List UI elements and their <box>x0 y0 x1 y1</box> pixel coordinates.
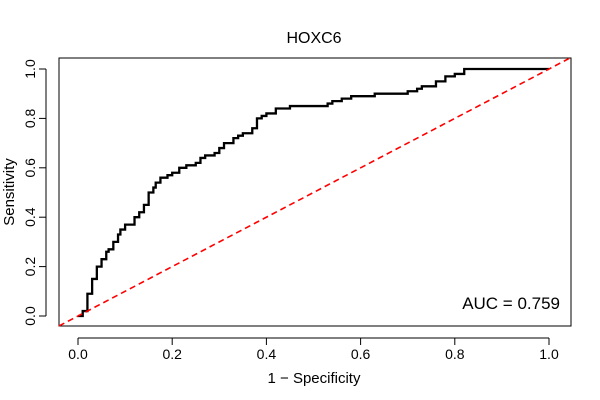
y-axis: 0.0 0.2 0.4 0.6 0.8 1.0 <box>22 59 47 326</box>
x-tick-label: 0.0 <box>68 346 88 362</box>
x-tick-label: 0.6 <box>351 346 371 362</box>
reference-diagonal-line <box>58 56 572 327</box>
y-tick-label: 0.0 <box>22 306 38 326</box>
x-tick-label: 1.0 <box>539 346 559 362</box>
y-tick-label: 0.6 <box>22 158 38 178</box>
y-tick-label: 0.2 <box>22 257 38 277</box>
y-tick-label: 0.4 <box>22 207 38 227</box>
roc-curve <box>78 67 549 318</box>
x-tick-label: 0.2 <box>162 346 182 362</box>
plot-frame <box>58 57 572 327</box>
x-tick-label: 0.8 <box>445 346 465 362</box>
x-tick-label: 0.4 <box>257 346 277 362</box>
y-tick-label: 0.8 <box>22 108 38 128</box>
y-axis-title: Sensitivity <box>1 158 18 226</box>
chart-title: HOXC6 <box>286 30 341 47</box>
auc-annotation: AUC = 0.759 <box>462 294 560 313</box>
y-tick-label: 1.0 <box>22 59 38 79</box>
x-axis-title: 1 − Specificity <box>268 370 361 387</box>
x-axis: 0.0 0.2 0.4 0.6 0.8 1.0 <box>68 337 559 362</box>
series-layer <box>58 56 572 327</box>
